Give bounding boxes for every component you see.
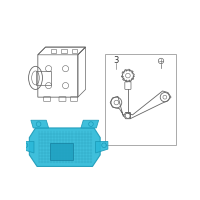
Polygon shape — [96, 141, 108, 153]
FancyBboxPatch shape — [50, 143, 73, 160]
Text: 3: 3 — [113, 56, 118, 65]
Polygon shape — [22, 141, 34, 153]
Polygon shape — [29, 128, 100, 166]
Polygon shape — [81, 120, 99, 128]
Polygon shape — [31, 120, 49, 128]
